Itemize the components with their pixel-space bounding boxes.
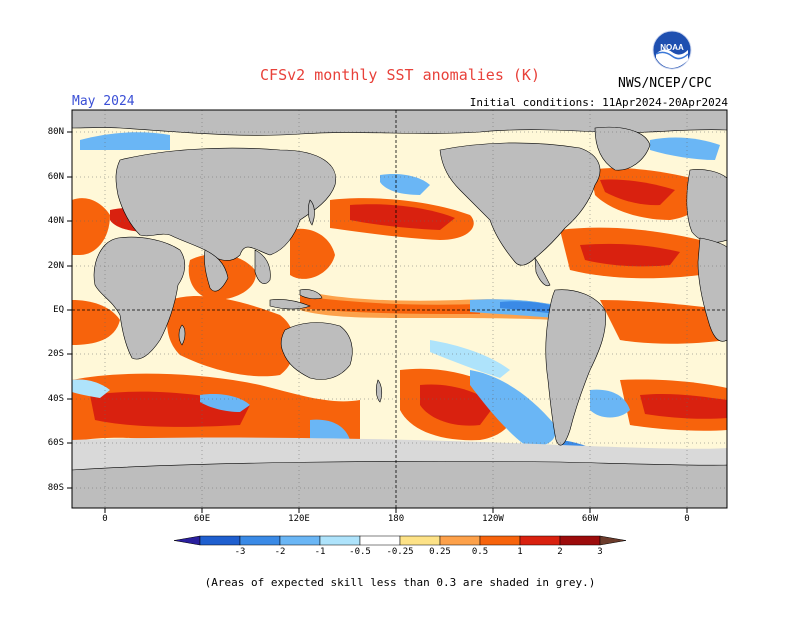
- lon-label: 180: [387, 514, 405, 524]
- colorbar-tick-label: 0.5: [471, 547, 489, 557]
- initial-conditions-label: Initial conditions: 11Apr2024-20Apr2024: [469, 96, 728, 109]
- colorbar-swatch: [519, 535, 561, 546]
- colorbar: [173, 535, 627, 546]
- colorbar-tick-label: 3: [597, 547, 603, 557]
- lat-label: 20S: [47, 349, 64, 359]
- colorbar-swatch: [319, 535, 361, 546]
- valid-month-label: May 2024: [72, 94, 135, 109]
- lon-label: 120E: [288, 514, 310, 524]
- colorbar-min-triangle: [173, 535, 201, 546]
- colorbar-swatch: [199, 535, 241, 546]
- lon-label: 60W: [581, 514, 599, 524]
- map-title: CFSv2 monthly SST anomalies (K): [260, 66, 540, 84]
- colorbar-swatch: [479, 535, 521, 546]
- colorbar-swatch: [559, 535, 601, 546]
- colorbar-tick-label: -1: [314, 547, 326, 557]
- lat-label: 60N: [47, 172, 64, 182]
- lat-label: 80S: [47, 483, 64, 493]
- lon-label: 60E: [193, 514, 211, 524]
- lat-label: EQ: [53, 305, 64, 315]
- colorbar-tick-label: -3: [234, 547, 246, 557]
- organization-label: NWS/NCEP/CPC: [618, 76, 712, 91]
- colorbar-swatch: [439, 535, 481, 546]
- svg-text:NOAA: NOAA: [660, 43, 684, 52]
- lon-label: 0: [684, 514, 690, 524]
- colorbar-tick-label: -0.5: [349, 547, 371, 557]
- lat-label: 40S: [47, 394, 64, 404]
- noaa-logo: NOAA: [652, 30, 692, 70]
- lat-label: 60S: [47, 438, 64, 448]
- colorbar-swatch: [279, 535, 321, 546]
- lat-label: 80N: [47, 127, 64, 137]
- colorbar-tick-label: 2: [557, 547, 563, 557]
- axis-ticks: [67, 131, 688, 513]
- skill-footnote: (Areas of expected skill less than 0.3 a…: [204, 576, 596, 589]
- lon-label: 0: [102, 514, 108, 524]
- noaa-logo-icon: NOAA: [652, 30, 692, 70]
- colorbar-swatch: [399, 535, 441, 546]
- lon-label: 120W: [482, 514, 504, 524]
- colorbar-tick-label: -2: [274, 547, 286, 557]
- colorbar-tick-label: 1: [517, 547, 523, 557]
- colorbar-swatch: [359, 535, 401, 546]
- colorbar-max-triangle: [599, 535, 627, 546]
- lat-label: 40N: [47, 216, 64, 226]
- colorbar-tick-label: -0.25: [386, 547, 414, 557]
- map-frame: [71, 109, 728, 509]
- colorbar-swatch: [239, 535, 281, 546]
- land-masses: [72, 110, 727, 508]
- colorbar-tick-label: 0.25: [429, 547, 451, 557]
- lat-label: 20N: [47, 261, 64, 271]
